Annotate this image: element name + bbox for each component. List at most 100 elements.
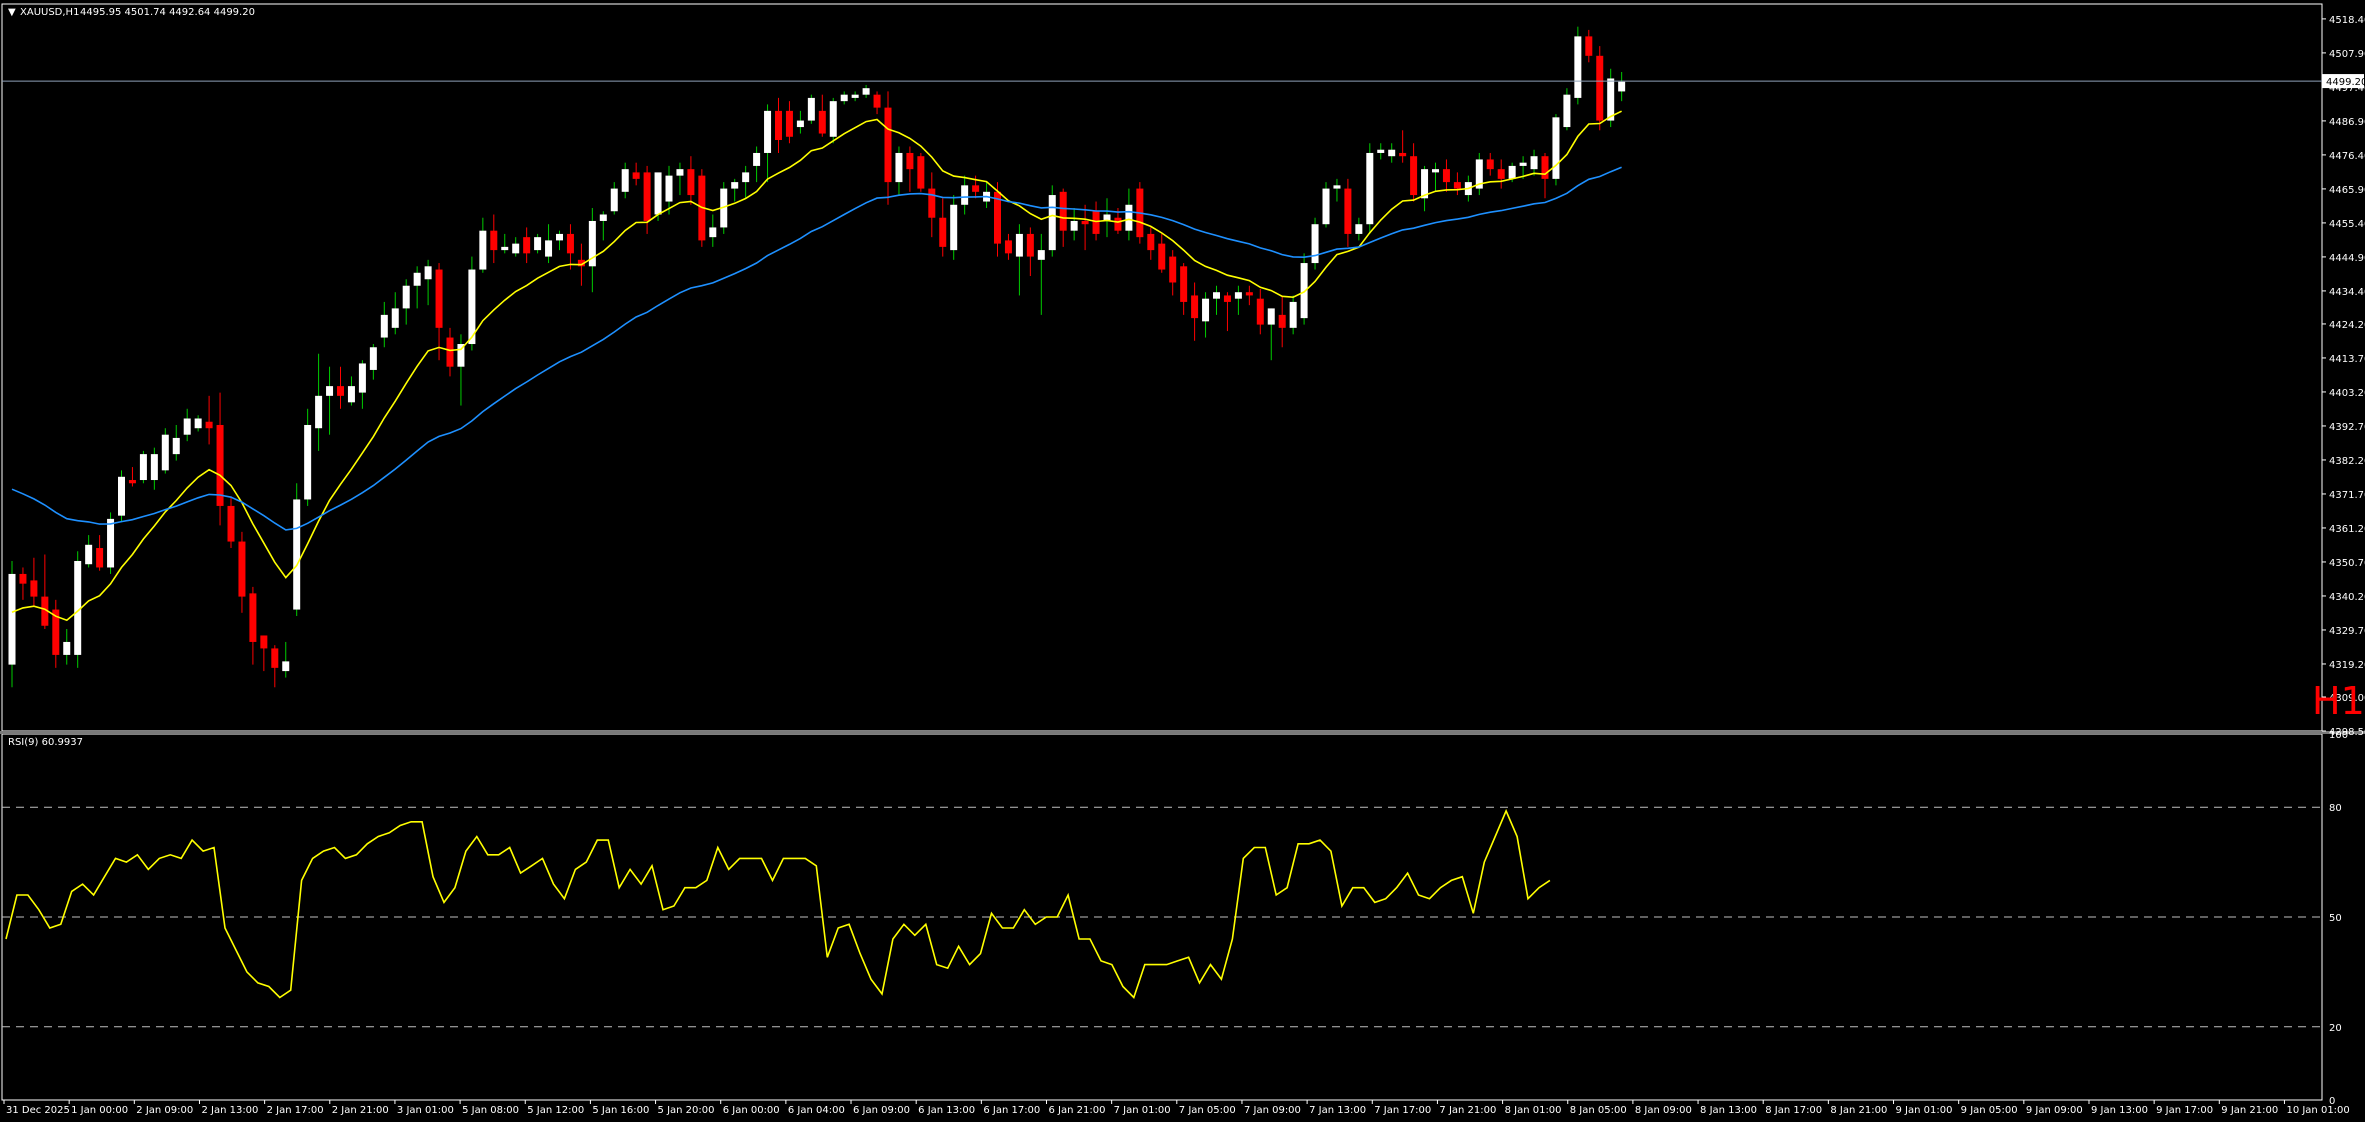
candle[interactable] (556, 230, 563, 251)
candle[interactable] (1432, 162, 1439, 192)
candle[interactable] (621, 162, 629, 199)
candle[interactable] (1377, 143, 1385, 160)
candle[interactable] (1278, 295, 1286, 348)
candle[interactable] (161, 428, 169, 474)
candle[interactable] (1125, 188, 1133, 241)
candle[interactable] (545, 224, 553, 264)
candle[interactable] (840, 91, 848, 105)
candle[interactable] (950, 195, 958, 260)
panel-splitter[interactable] (0, 731, 2365, 734)
candle[interactable] (742, 165, 750, 199)
candle[interactable] (818, 94, 826, 137)
candle[interactable] (1256, 288, 1264, 335)
candle[interactable] (107, 512, 115, 574)
candle[interactable] (1191, 282, 1199, 341)
candle[interactable] (1399, 130, 1407, 163)
candle[interactable] (435, 263, 443, 361)
candle[interactable] (1234, 285, 1242, 315)
candle[interactable] (1530, 149, 1538, 176)
candle[interactable] (74, 551, 82, 668)
candle[interactable] (358, 360, 366, 409)
candle[interactable] (150, 447, 158, 490)
candle[interactable] (1300, 253, 1308, 325)
candle[interactable] (183, 408, 191, 442)
candle[interactable] (282, 641, 290, 678)
candle[interactable] (1037, 233, 1045, 315)
candle[interactable] (227, 496, 235, 549)
chart-menu-arrow[interactable]: ▼ (8, 7, 16, 18)
candle[interactable] (63, 628, 71, 665)
candle[interactable] (632, 162, 640, 186)
candle[interactable] (96, 535, 104, 571)
candle[interactable] (1026, 227, 1034, 277)
candle[interactable] (643, 165, 651, 234)
candle[interactable] (1475, 152, 1483, 196)
candle[interactable] (118, 470, 125, 523)
candle[interactable] (19, 567, 27, 600)
candle[interactable] (1355, 217, 1363, 241)
candle[interactable] (785, 101, 793, 144)
candle[interactable] (1333, 178, 1341, 202)
candle[interactable] (939, 198, 947, 257)
candle[interactable] (1070, 208, 1078, 241)
candle[interactable] (85, 535, 93, 568)
candle[interactable] (1388, 143, 1396, 163)
candle[interactable] (676, 162, 684, 196)
candle[interactable] (775, 97, 782, 153)
candle[interactable] (501, 233, 509, 254)
candle[interactable] (1245, 285, 1253, 306)
candle[interactable] (906, 146, 914, 192)
candle[interactable] (862, 84, 870, 98)
candle[interactable] (534, 233, 542, 254)
candle[interactable] (52, 599, 60, 668)
candle[interactable] (1486, 152, 1494, 176)
candle[interactable] (1410, 143, 1418, 202)
candle[interactable] (610, 182, 618, 215)
candle[interactable] (566, 224, 574, 270)
candle[interactable] (446, 327, 454, 377)
candle[interactable] (709, 214, 717, 247)
candle[interactable] (1180, 263, 1188, 315)
candlestick-series[interactable]: 4499.20 (2, 26, 2365, 688)
candle[interactable] (326, 366, 334, 435)
candle[interactable] (1202, 292, 1210, 338)
candle[interactable] (271, 645, 279, 688)
candle[interactable] (1169, 250, 1177, 296)
candle[interactable] (654, 172, 662, 221)
candle[interactable] (30, 557, 38, 607)
candle[interactable] (1267, 308, 1275, 361)
candle[interactable] (665, 165, 673, 215)
candle[interactable] (994, 182, 1001, 257)
candle[interactable] (1421, 165, 1429, 212)
candle[interactable] (764, 104, 772, 183)
candle[interactable] (1213, 285, 1220, 315)
candle[interactable] (1015, 224, 1023, 296)
candle[interactable] (249, 586, 257, 665)
candle[interactable] (917, 152, 925, 192)
candle[interactable] (490, 214, 498, 264)
candle[interactable] (1147, 227, 1155, 260)
candle[interactable] (928, 172, 936, 238)
candle[interactable] (1103, 198, 1111, 238)
candle[interactable] (829, 97, 837, 144)
candle[interactable] (347, 376, 355, 406)
candle[interactable] (1322, 182, 1330, 228)
candle[interactable] (424, 259, 432, 306)
candle[interactable] (851, 91, 859, 102)
candle[interactable] (1618, 72, 1626, 102)
candle[interactable] (731, 178, 739, 202)
candle[interactable] (139, 450, 147, 484)
candle[interactable] (413, 266, 421, 309)
candle[interactable] (1519, 156, 1527, 179)
candle[interactable] (315, 353, 323, 451)
candle[interactable] (337, 366, 344, 409)
candle[interactable] (238, 531, 246, 613)
candle[interactable] (260, 635, 268, 672)
candle[interactable] (512, 237, 520, 257)
rsi-panel[interactable]: 100 80 50 20 0 (2, 730, 2348, 1107)
candle[interactable] (1596, 46, 1604, 131)
candle[interactable] (1223, 292, 1231, 332)
candle[interactable] (1311, 217, 1319, 270)
candle[interactable] (369, 344, 377, 380)
